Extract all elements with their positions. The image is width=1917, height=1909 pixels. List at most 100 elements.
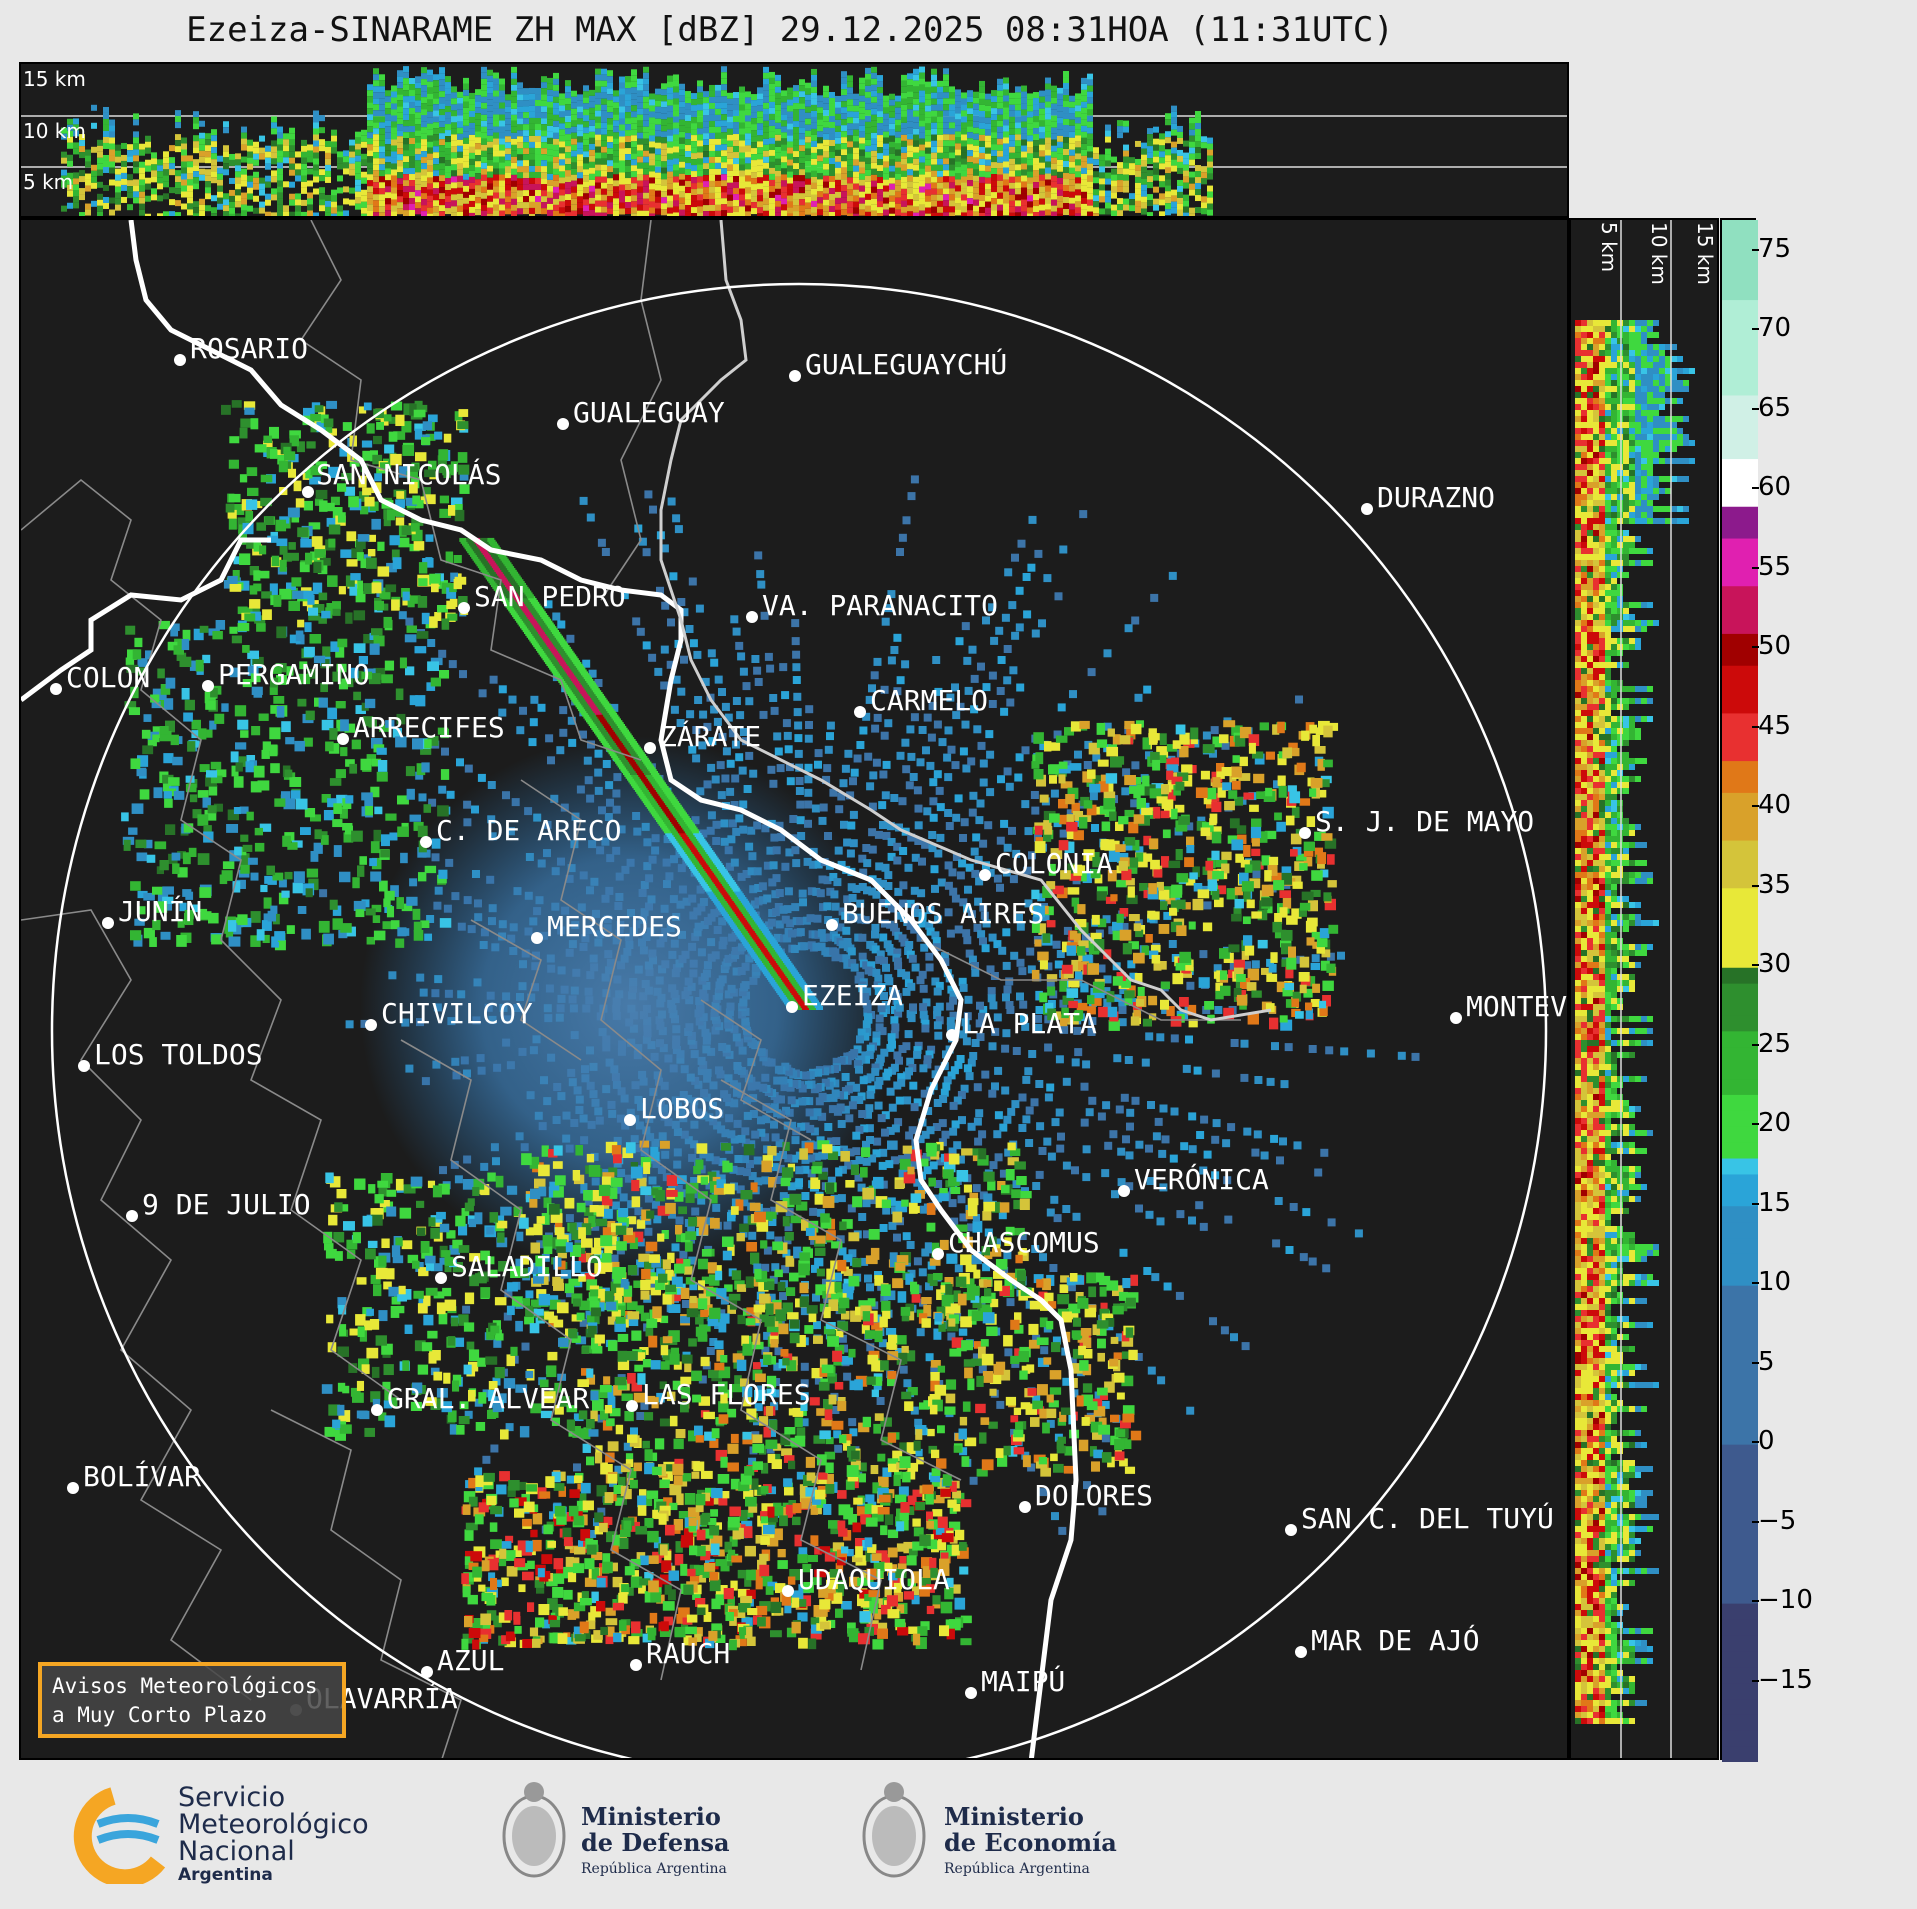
radar-echo-pixel (1289, 1203, 1298, 1211)
radar-echo-pixel (1025, 1300, 1034, 1309)
top-echo-pixel (541, 76, 547, 83)
top-echo-pixel (637, 144, 643, 151)
top-echo-pixel (1195, 207, 1201, 214)
top-echo-pixel (853, 201, 859, 208)
top-echo-pixel (889, 99, 895, 106)
top-echo-pixel (511, 186, 517, 193)
top-echo-pixel (1189, 171, 1195, 178)
top-echo-pixel (973, 199, 979, 206)
top-echo-pixel (457, 175, 463, 182)
top-echo-pixel (211, 171, 217, 178)
top-echo-pixel (745, 175, 751, 182)
top-echo-pixel (589, 179, 595, 186)
top-echo-pixel (133, 191, 139, 198)
top-echo-pixel (859, 179, 865, 186)
top-echo-pixel (247, 181, 253, 188)
top-echo-pixel (97, 139, 103, 146)
top-echo-pixel (493, 186, 499, 193)
top-echo-pixel (871, 108, 877, 115)
top-echo-pixel (1153, 204, 1159, 211)
top-echo-pixel (367, 168, 373, 175)
top-echo-pixel (439, 175, 445, 182)
top-echo-pixel (343, 168, 349, 175)
top-echo-pixel (481, 204, 487, 211)
top-echo-pixel (571, 162, 577, 169)
top-echo-pixel (1051, 115, 1057, 122)
top-echo-pixel (733, 206, 739, 213)
top-echo-pixel (727, 146, 733, 153)
top-echo-pixel (547, 149, 553, 156)
top-echo-pixel (127, 186, 133, 193)
top-echo-pixel (913, 116, 919, 123)
top-echo-pixel (535, 118, 541, 125)
radar-echo-pixel (893, 1051, 902, 1060)
top-echo-pixel (859, 77, 865, 84)
radar-echo-pixel (1272, 1239, 1281, 1248)
top-echo-pixel (343, 150, 349, 157)
top-echo-pixel (601, 98, 607, 105)
top-echo-pixel (889, 105, 895, 112)
top-echo-pixel (739, 134, 745, 141)
top-echo-pixel (877, 117, 883, 124)
top-echo-pixel (373, 194, 379, 201)
radar-echo-pixel (1007, 1107, 1016, 1116)
top-echo-pixel (649, 123, 655, 130)
top-echo-pixel (493, 174, 499, 181)
top-echo-pixel (991, 120, 997, 127)
top-echo-pixel (619, 130, 625, 137)
radar-echo-pixel (921, 1130, 930, 1139)
top-echo-pixel (751, 160, 757, 167)
top-echo-pixel (871, 144, 877, 151)
top-echo-pixel (325, 206, 331, 213)
top-echo-pixel (817, 113, 823, 120)
radar-echo-pixel (474, 1467, 483, 1476)
top-echo-pixel (415, 178, 421, 185)
radar-echo-pixel (767, 1293, 776, 1302)
radar-echo-pixel (1034, 1014, 1042, 1023)
top-echo-pixel (529, 207, 535, 214)
top-echo-pixel (583, 211, 589, 216)
radar-echo-pixel (872, 1149, 881, 1158)
top-echo-pixel (649, 189, 655, 196)
top-echo-pixel (409, 90, 415, 97)
top-echo-pixel (301, 169, 307, 176)
radar-echo-pixel (1251, 1148, 1260, 1157)
top-echo-pixel (601, 104, 607, 111)
top-echo-pixel (1177, 179, 1183, 186)
top-echo-pixel (151, 188, 157, 195)
top-echo-pixel (757, 99, 763, 106)
top-echo-pixel (271, 194, 277, 201)
radar-echo-pixel (1058, 1526, 1067, 1535)
top-echo-pixel (817, 143, 823, 150)
top-echo-pixel (577, 202, 583, 209)
top-echo-pixel (481, 120, 487, 127)
top-echo-pixel (895, 197, 901, 204)
top-echo-pixel (973, 211, 979, 216)
top-echo-pixel (739, 194, 745, 201)
top-echo-pixel (847, 159, 853, 166)
top-echo-pixel (391, 103, 397, 110)
top-echo-pixel (997, 114, 1003, 121)
top-echo-pixel (931, 80, 937, 87)
top-echo-pixel (775, 128, 781, 135)
top-echo-pixel (625, 130, 631, 137)
radar-echo-pixel (910, 1161, 919, 1169)
top-echo-pixel (607, 166, 613, 173)
top-echo-pixel (619, 106, 625, 113)
radar-echo-pixel (1199, 1222, 1208, 1231)
top-echo-pixel (445, 184, 451, 191)
top-echo-pixel (523, 154, 529, 161)
top-echo-pixel (1153, 162, 1159, 169)
top-echo-pixel (655, 94, 661, 101)
top-echo-pixel (649, 129, 655, 136)
top-echo-pixel (895, 185, 901, 192)
radar-echo-pixel (913, 1050, 922, 1059)
top-echo-pixel (175, 116, 181, 123)
radar-echo-pixel (921, 1019, 930, 1028)
top-echo-pixel (973, 151, 979, 158)
top-echo-pixel (1027, 183, 1033, 190)
top-echo-pixel (943, 176, 949, 183)
top-echo-pixel (469, 212, 475, 216)
top-echo-pixel (1033, 170, 1039, 177)
top-echo-pixel (727, 104, 733, 111)
